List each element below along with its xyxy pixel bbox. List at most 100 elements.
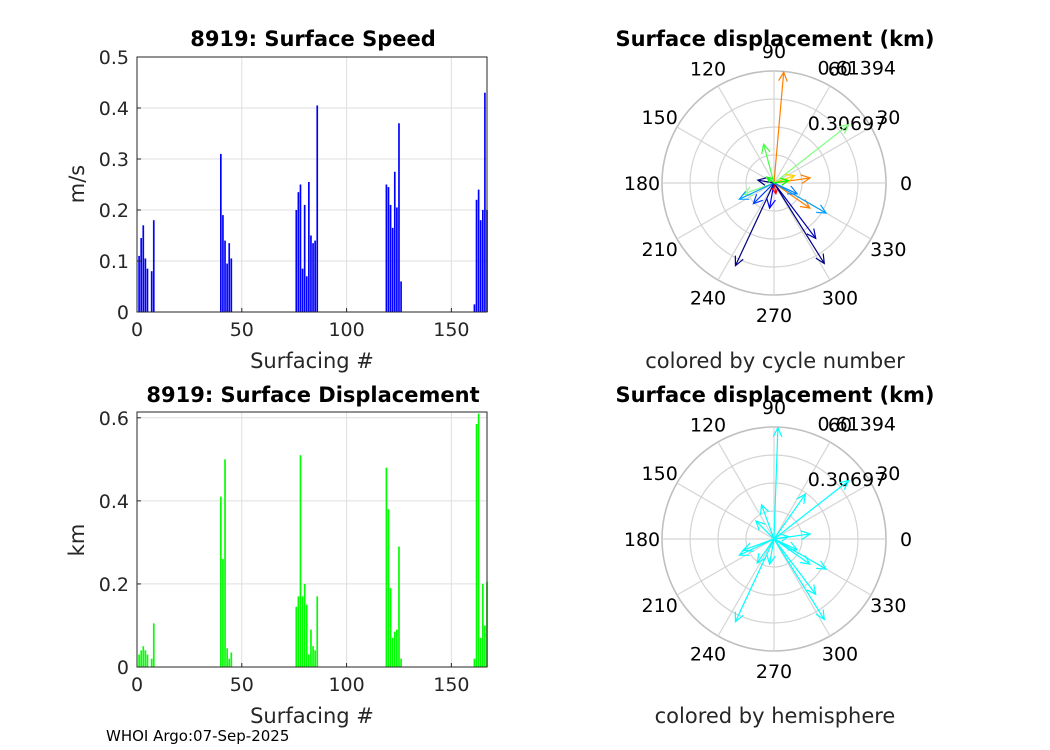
bar (316, 105, 319, 312)
vector-arrowhead (772, 426, 783, 438)
displacement-axes-box (136, 411, 488, 668)
bar (481, 210, 484, 312)
displacement-vector (766, 176, 775, 184)
bar (152, 220, 155, 312)
displacement-vector (755, 520, 775, 540)
polar-spoke (676, 538, 775, 596)
displacement-vector (773, 182, 827, 214)
displacement-vector (768, 538, 775, 565)
displacement-vector (773, 182, 825, 264)
vector-arrowhead (787, 185, 799, 195)
y-tick-label: 0 (117, 302, 129, 324)
bar (140, 650, 143, 667)
polar-spoke (773, 441, 831, 540)
radial-tick-label: 0.30697 (808, 113, 887, 135)
bar (303, 204, 306, 312)
displacement-ticks: 0 50 100 150 0 0.2 0.4 0.6 (99, 408, 470, 696)
speed-bars (138, 92, 488, 312)
vector-arrowhead (761, 142, 771, 155)
bar (230, 652, 233, 667)
y-tick-label: 0 (117, 657, 129, 679)
bar (295, 210, 298, 312)
bar (142, 225, 145, 312)
footer-credit: WHOI Argo:07-Sep-2025 (106, 727, 289, 745)
vector-arrowhead (816, 204, 828, 214)
bar (224, 459, 226, 667)
angle-tick-label: 180 (624, 173, 660, 195)
x-tick-label: 100 (328, 319, 364, 341)
displacement-vector (773, 182, 817, 239)
displacement-vector (768, 182, 775, 209)
polar-spoke (676, 482, 775, 540)
polar-spoke (773, 182, 831, 281)
displacement-vector (773, 493, 806, 540)
displacement-vector (773, 538, 827, 570)
bar (481, 583, 484, 667)
radial-tick-label: 0.30697 (808, 469, 887, 491)
bar (477, 413, 480, 667)
bar (222, 559, 224, 667)
bar (393, 171, 396, 312)
angle-tick-label: 330 (870, 595, 906, 617)
x-tick-label: 100 (328, 674, 364, 696)
bar (391, 227, 394, 312)
angle-tick-label: 90 (762, 41, 786, 63)
angle-tick-label: 300 (822, 287, 858, 309)
vector-arrowhead (838, 479, 850, 490)
polar-cycle-panel: Surface displacement (km) 0 30 60 90 120 150 1… (615, 27, 934, 373)
vector-arrowhead (800, 174, 812, 184)
bar (312, 646, 314, 667)
angle-tick-label: 0 (900, 529, 912, 551)
vector-arrowhead (771, 187, 779, 196)
displacement-grid (136, 412, 487, 668)
angle-tick-label: 30 (876, 463, 900, 485)
bar (400, 281, 402, 312)
vector-arrowhead (752, 193, 764, 205)
x-tick-label: 150 (433, 319, 469, 341)
angle-tick-label: 180 (624, 529, 660, 551)
angle-tick-label: 270 (756, 305, 792, 327)
vector-arrowhead (796, 493, 807, 505)
vector-arrowhead (738, 547, 750, 556)
bar (301, 596, 304, 667)
bar (144, 258, 147, 312)
polar-spoke (676, 182, 775, 240)
bar (396, 207, 398, 312)
angle-tick-label: 300 (822, 643, 858, 665)
y-tick-label: 0.1 (99, 251, 129, 273)
displacement-vector (739, 182, 775, 200)
speed-chart-panel: 8919: Surface Speed 0 50 100 15000.10.20.30… (65, 27, 488, 373)
bar (295, 606, 298, 667)
angle-tick-label: 150 (642, 463, 678, 485)
y-tick-label: 0.2 (99, 200, 129, 222)
displacement-vector (773, 182, 798, 195)
displacement-vector (756, 538, 775, 564)
angle-tick-label: 90 (762, 397, 786, 419)
vector-arrowhead (734, 611, 744, 623)
bar (305, 276, 308, 312)
polar-spoke (717, 85, 775, 184)
displacement-vector (773, 538, 825, 620)
bar (389, 204, 392, 312)
bar (385, 184, 388, 312)
angle-tick-label: 150 (642, 107, 678, 129)
bar (484, 625, 486, 667)
bar (299, 184, 302, 312)
y-tick-label: 0.2 (99, 574, 129, 596)
vector-arrowhead (756, 177, 767, 186)
speed-axes-box (136, 56, 488, 313)
bar (303, 583, 306, 667)
vector-arrowhead (780, 533, 790, 542)
angle-tick-label: 120 (690, 415, 726, 437)
bar (479, 220, 482, 312)
x-tick-label: 0 (131, 319, 143, 341)
y-tick-label: 0.6 (99, 408, 129, 430)
polar-spoke (676, 126, 775, 184)
bar (224, 240, 226, 312)
bar (475, 424, 478, 667)
x-tick-label: 50 (230, 319, 254, 341)
bar (219, 153, 222, 312)
vector-arrowhead (734, 255, 744, 267)
bar (316, 596, 319, 667)
bar (219, 496, 222, 667)
